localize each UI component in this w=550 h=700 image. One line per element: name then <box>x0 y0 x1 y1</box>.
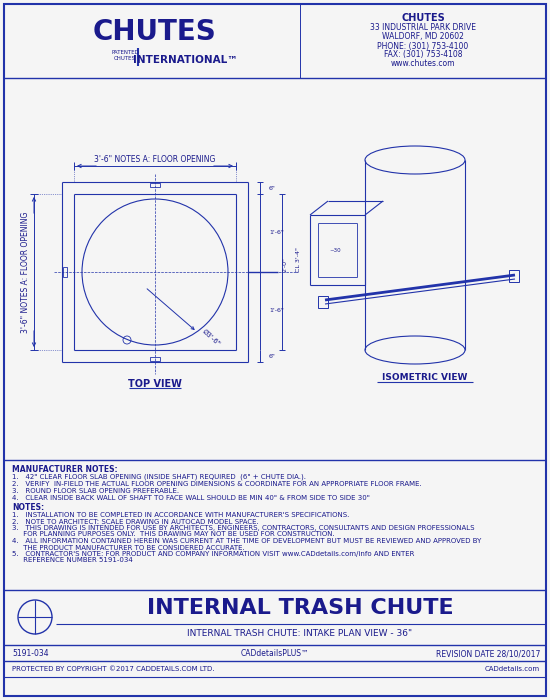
Text: FOR PLANNING PURPOSES ONLY.  THIS DRAWING MAY NOT BE USED FOR CONSTRUCTION.: FOR PLANNING PURPOSES ONLY. THIS DRAWING… <box>12 531 335 538</box>
Text: 1'-6": 1'-6" <box>269 230 284 235</box>
Text: CHUTES: CHUTES <box>401 13 445 23</box>
Text: INTERNAL TRASH CHUTE: INTERNAL TRASH CHUTE <box>147 598 453 618</box>
Text: CHUTES: CHUTES <box>93 18 217 46</box>
Bar <box>150 357 160 361</box>
Bar <box>318 296 328 308</box>
Text: PATENTED: PATENTED <box>111 50 139 55</box>
Text: 6": 6" <box>269 186 276 190</box>
Text: ~30: ~30 <box>329 248 341 253</box>
Text: 3.   THIS DRAWING IS INTENDED FOR USE BY ARCHITECTS, ENGINEERS, CONTRACTORS, CON: 3. THIS DRAWING IS INTENDED FOR USE BY A… <box>12 525 475 531</box>
Text: PHONE: (301) 753-4100: PHONE: (301) 753-4100 <box>377 41 469 50</box>
Text: CL 3'-4": CL 3'-4" <box>295 247 300 272</box>
Text: TOP VIEW: TOP VIEW <box>128 379 182 389</box>
Text: www.chutes.com: www.chutes.com <box>390 60 455 69</box>
Text: PROTECTED BY COPYRIGHT ©2017 CADDETAILS.COM LTD.: PROTECTED BY COPYRIGHT ©2017 CADDETAILS.… <box>12 666 214 672</box>
Text: 1.   42" CLEAR FLOOR SLAB OPENING (INSIDE SHAFT) REQUIRED  (6" + CHUTE DIA.).: 1. 42" CLEAR FLOOR SLAB OPENING (INSIDE … <box>12 474 306 480</box>
Text: 4.   ALL INFORMATION CONTAINED HEREIN WAS CURRENT AT THE TIME OF DEVELOPMENT BUT: 4. ALL INFORMATION CONTAINED HEREIN WAS … <box>12 538 481 544</box>
Text: CADdetailsPLUS™: CADdetailsPLUS™ <box>241 650 309 659</box>
Text: NOTES:: NOTES: <box>12 503 44 512</box>
Text: REVISION DATE 28/10/2017: REVISION DATE 28/10/2017 <box>436 650 540 659</box>
Text: FAX: (301) 753-4108: FAX: (301) 753-4108 <box>384 50 462 60</box>
Text: INTERNATIONAL™: INTERNATIONAL™ <box>133 55 237 65</box>
Text: 4.   CLEAR INSIDE BACK WALL OF SHAFT TO FACE WALL SHOULD BE MIN 40" & FROM SIDE : 4. CLEAR INSIDE BACK WALL OF SHAFT TO FA… <box>12 495 370 501</box>
Text: 3.   ROUND FLOOR SLAB OPENING PREFERABLE.: 3. ROUND FLOOR SLAB OPENING PREFERABLE. <box>12 488 179 494</box>
Text: Ø3'-6": Ø3'-6" <box>201 328 221 347</box>
Bar <box>150 183 160 187</box>
Text: ISOMETRIC VIEW: ISOMETRIC VIEW <box>382 374 468 382</box>
Text: 3'-6" NOTES A: FLOOR OPENING: 3'-6" NOTES A: FLOOR OPENING <box>94 155 216 164</box>
Text: 6": 6" <box>269 354 276 358</box>
Bar <box>63 267 67 277</box>
Text: 1'-6": 1'-6" <box>269 309 284 314</box>
Text: 2.   VERIFY  IN-FIELD THE ACTUAL FLOOR OPENING DIMENSIONS & COORDINATE FOR AN AP: 2. VERIFY IN-FIELD THE ACTUAL FLOOR OPEN… <box>12 481 422 487</box>
Text: 2.   NOTE TO ARCHITECT: SCALE DRAWING IN AUTOCAD MODEL SPACE.: 2. NOTE TO ARCHITECT: SCALE DRAWING IN A… <box>12 519 258 524</box>
Text: MANUFACTURER NOTES:: MANUFACTURER NOTES: <box>12 465 118 473</box>
Text: INTERNAL TRASH CHUTE: INTAKE PLAN VIEW - 36": INTERNAL TRASH CHUTE: INTAKE PLAN VIEW -… <box>188 629 412 638</box>
Text: 33 INDUSTRIAL PARK DRIVE: 33 INDUSTRIAL PARK DRIVE <box>370 24 476 32</box>
Bar <box>509 270 519 282</box>
Text: 3'-6" NOTES A: FLOOR OPENING: 3'-6" NOTES A: FLOOR OPENING <box>21 211 30 332</box>
Text: CADdetails.com: CADdetails.com <box>485 666 540 672</box>
Text: THE PRODUCT MANUFACTURER TO BE CONSIDERED ACCURATE.: THE PRODUCT MANUFACTURER TO BE CONSIDERE… <box>12 545 245 550</box>
Text: 2'-0": 2'-0" <box>283 257 288 272</box>
Text: 5191-034: 5191-034 <box>12 650 48 659</box>
Text: 1.   INSTALLATION TO BE COMPLETED IN ACCORDANCE WITH MANUFACTURER'S SPECIFICATIO: 1. INSTALLATION TO BE COMPLETED IN ACCOR… <box>12 512 349 518</box>
Text: CHUTES: CHUTES <box>114 57 136 62</box>
Text: REFERENCE NUMBER 5191-034: REFERENCE NUMBER 5191-034 <box>12 557 133 564</box>
Text: WALDORF, MD 20602: WALDORF, MD 20602 <box>382 32 464 41</box>
Text: 5.   CONTRACTOR'S NOTE: FOR PRODUCT AND COMPANY INFORMATION VISIT www.CADdetails: 5. CONTRACTOR'S NOTE: FOR PRODUCT AND CO… <box>12 551 414 557</box>
